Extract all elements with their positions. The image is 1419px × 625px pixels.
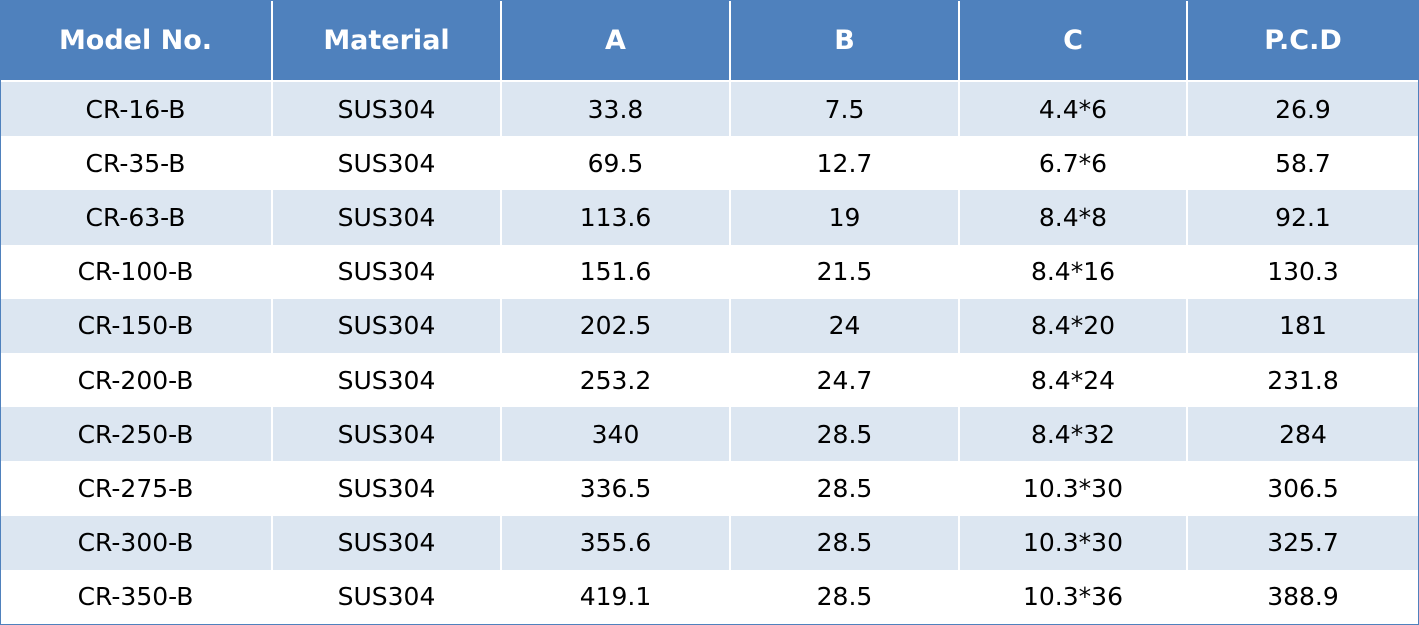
cell-pcd: 325.7 (1186, 515, 1418, 570)
header-b: B (729, 0, 960, 82)
cell-material: SUS304 (271, 298, 502, 353)
cell-c: 10.3*30 (958, 515, 1188, 570)
cell-b: 28.5 (729, 407, 960, 462)
table-row: CR-16-B SUS304 33.8 7.5 4.4*6 26.9 (0, 81, 1418, 137)
cell-b: 24.7 (729, 352, 960, 408)
cell-b: 21.5 (729, 244, 960, 299)
cell-a: 340 (500, 407, 731, 462)
cell-pcd: 388.9 (1186, 569, 1418, 624)
cell-pcd: 92.1 (1186, 190, 1418, 245)
header-pcd: P.C.D (1186, 0, 1418, 82)
cell-pcd: 231.8 (1186, 352, 1418, 408)
cell-c: 8.4*8 (958, 190, 1188, 245)
cell-material: SUS304 (271, 136, 502, 191)
cell-material: SUS304 (271, 407, 502, 462)
table-row: CR-350-B SUS304 419.1 28.5 10.3*36 388.9 (0, 569, 1418, 624)
cell-material: SUS304 (271, 244, 502, 299)
cell-pcd: 26.9 (1186, 81, 1418, 137)
cell-c: 8.4*20 (958, 298, 1188, 353)
table-row: CR-150-B SUS304 202.5 24 8.4*20 181 (0, 298, 1418, 353)
cell-c: 8.4*32 (958, 407, 1188, 462)
table-row: CR-250-B SUS304 340 28.5 8.4*32 284 (0, 407, 1418, 462)
header-c: C (958, 0, 1188, 82)
cell-b: 28.5 (729, 515, 960, 570)
table-row: CR-200-B SUS304 253.2 24.7 8.4*24 231.8 (0, 352, 1418, 408)
table-row: CR-35-B SUS304 69.5 12.7 6.7*6 58.7 (0, 136, 1418, 191)
cell-c: 10.3*30 (958, 461, 1188, 516)
cell-model-no: CR-200-B (0, 352, 273, 408)
header-a: A (500, 0, 731, 82)
cell-material: SUS304 (271, 515, 502, 570)
cell-pcd: 284 (1186, 407, 1418, 462)
cell-a: 336.5 (500, 461, 731, 516)
cell-model-no: CR-16-B (0, 81, 273, 137)
header-material: Material (271, 0, 502, 82)
cell-a: 355.6 (500, 515, 731, 570)
cell-c: 8.4*24 (958, 352, 1188, 408)
header-model-no: Model No. (0, 0, 273, 82)
cell-material: SUS304 (271, 461, 502, 516)
cell-material: SUS304 (271, 569, 502, 624)
cell-model-no: CR-250-B (0, 407, 273, 462)
cell-b: 12.7 (729, 136, 960, 191)
cell-b: 7.5 (729, 81, 960, 137)
cell-model-no: CR-150-B (0, 298, 273, 353)
cell-model-no: CR-35-B (0, 136, 273, 191)
table-body: CR-16-B SUS304 33.8 7.5 4.4*6 26.9 CR-35-B SUS3… (0, 81, 1418, 624)
cell-a: 419.1 (500, 569, 731, 624)
cell-a: 151.6 (500, 244, 731, 299)
cell-pcd: 181 (1186, 298, 1418, 353)
cell-c: 4.4*6 (958, 81, 1188, 137)
cell-model-no: CR-350-B (0, 569, 273, 624)
cell-material: SUS304 (271, 81, 502, 137)
cell-pcd: 130.3 (1186, 244, 1418, 299)
cell-b: 28.5 (729, 461, 960, 516)
cell-a: 202.5 (500, 298, 731, 353)
table-row: CR-63-B SUS304 113.6 19 8.4*8 92.1 (0, 190, 1418, 245)
table-row: CR-300-B SUS304 355.6 28.5 10.3*30 325.7 (0, 515, 1418, 570)
table-row: CR-275-B SUS304 336.5 28.5 10.3*30 306.5 (0, 461, 1418, 516)
cell-a: 113.6 (500, 190, 731, 245)
table-header: Model No. Material A B C P.C.D (0, 0, 1418, 82)
cell-a: 69.5 (500, 136, 731, 191)
cell-pcd: 306.5 (1186, 461, 1418, 516)
cell-b: 19 (729, 190, 960, 245)
cell-a: 253.2 (500, 352, 731, 408)
header-row: Model No. Material A B C P.C.D (0, 0, 1418, 82)
cell-a: 33.8 (500, 81, 731, 137)
cell-b: 24 (729, 298, 960, 353)
cell-material: SUS304 (271, 352, 502, 408)
cell-model-no: CR-63-B (0, 190, 273, 245)
cell-b: 28.5 (729, 569, 960, 624)
cell-c: 6.7*6 (958, 136, 1188, 191)
cell-pcd: 58.7 (1186, 136, 1418, 191)
cell-c: 10.3*36 (958, 569, 1188, 624)
cell-model-no: CR-100-B (0, 244, 273, 299)
cell-c: 8.4*16 (958, 244, 1188, 299)
cell-model-no: CR-275-B (0, 461, 273, 516)
cell-material: SUS304 (271, 190, 502, 245)
cell-model-no: CR-300-B (0, 515, 273, 570)
table-row: CR-100-B SUS304 151.6 21.5 8.4*16 130.3 (0, 244, 1418, 299)
